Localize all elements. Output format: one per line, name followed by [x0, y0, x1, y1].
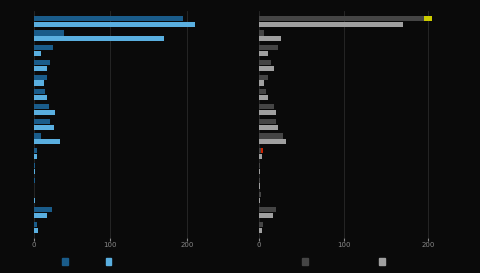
- Bar: [34, 45, 53, 50]
- Bar: [34, 213, 48, 218]
- Bar: [34, 198, 35, 203]
- Bar: [34, 75, 48, 80]
- Bar: [34, 80, 44, 85]
- Bar: [259, 163, 260, 168]
- Bar: [34, 169, 35, 174]
- Bar: [259, 178, 260, 183]
- Bar: [34, 89, 45, 94]
- Bar: [259, 133, 283, 139]
- Bar: [34, 16, 183, 21]
- Bar: [34, 139, 60, 144]
- Bar: [34, 104, 49, 109]
- Bar: [259, 207, 276, 212]
- Bar: [259, 89, 266, 94]
- Bar: [259, 75, 268, 80]
- Bar: [259, 124, 278, 130]
- Bar: [259, 36, 281, 41]
- Bar: [259, 60, 271, 65]
- Bar: [34, 119, 50, 124]
- Bar: [34, 60, 50, 65]
- Bar: [259, 139, 286, 144]
- Bar: [34, 31, 64, 36]
- Bar: [34, 227, 38, 233]
- Bar: [34, 95, 48, 100]
- Bar: [259, 169, 260, 174]
- Bar: [34, 222, 36, 227]
- Bar: [259, 222, 263, 227]
- Bar: [259, 104, 275, 109]
- Bar: [34, 154, 37, 159]
- Bar: [34, 192, 35, 197]
- Bar: [34, 163, 35, 168]
- Bar: [259, 66, 275, 71]
- Bar: [259, 148, 261, 153]
- Bar: [259, 51, 268, 56]
- Bar: [259, 198, 260, 203]
- Bar: [34, 178, 35, 183]
- Bar: [34, 183, 35, 189]
- Bar: [261, 148, 264, 153]
- Bar: [259, 31, 264, 36]
- Bar: [34, 207, 52, 212]
- Bar: [259, 22, 403, 27]
- Bar: [34, 110, 55, 115]
- Bar: [259, 45, 278, 50]
- Bar: [34, 66, 48, 71]
- Bar: [259, 183, 260, 189]
- Bar: [259, 154, 262, 159]
- Bar: [34, 124, 54, 130]
- Bar: [34, 133, 41, 139]
- Bar: [259, 227, 262, 233]
- Bar: [259, 16, 424, 21]
- Bar: [424, 16, 432, 21]
- Bar: [259, 213, 273, 218]
- Bar: [259, 80, 264, 85]
- Bar: [34, 22, 195, 27]
- Bar: [34, 148, 36, 153]
- Bar: [34, 36, 164, 41]
- Bar: [259, 192, 261, 197]
- Bar: [34, 51, 41, 56]
- Bar: [259, 119, 276, 124]
- Bar: [259, 95, 268, 100]
- Bar: [259, 110, 276, 115]
